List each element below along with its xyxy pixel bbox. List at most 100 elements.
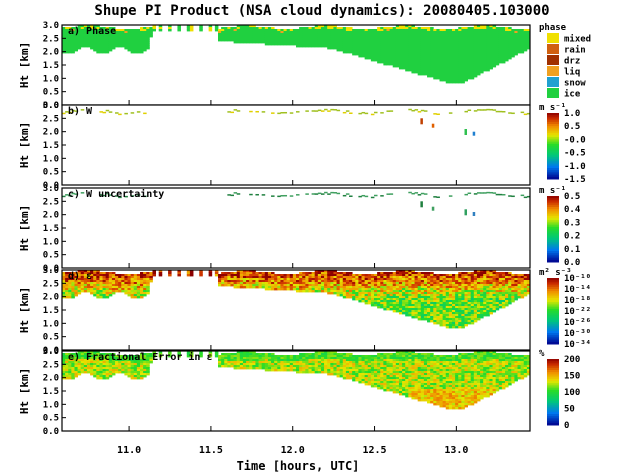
phase-cell	[464, 35, 468, 38]
phase-cell	[473, 63, 478, 66]
phase-cell	[74, 27, 78, 30]
phase-cell	[330, 31, 334, 34]
phase-cell	[461, 31, 465, 34]
phase-cell	[127, 49, 132, 52]
eps-cell	[392, 308, 397, 311]
w_unc-cell	[108, 194, 113, 196]
err-cell	[305, 353, 309, 356]
w_unc-cell	[80, 192, 85, 194]
phase-cell	[333, 37, 337, 40]
phase-cell	[467, 37, 472, 40]
eps-cell	[402, 286, 406, 289]
phase-cell	[86, 27, 91, 30]
phase-cell	[420, 57, 425, 60]
eps-cell	[445, 286, 450, 289]
eps-cell	[386, 282, 390, 285]
phase-cell	[423, 37, 428, 40]
eps-cell	[480, 298, 484, 301]
w-cell	[408, 108, 412, 111]
eps-cell	[380, 290, 384, 293]
colorbar-step	[547, 278, 559, 281]
err-cell	[336, 375, 341, 378]
eps-cell	[514, 280, 518, 283]
phase-cell	[505, 51, 509, 54]
phase-cell	[314, 35, 319, 38]
err-cell	[118, 367, 122, 370]
eps-cell	[65, 294, 69, 297]
eps-cell	[358, 288, 362, 291]
err-cell	[305, 371, 309, 374]
eps-cell	[386, 272, 390, 275]
eps-cell	[476, 312, 481, 315]
eps-cell	[417, 306, 422, 309]
phase-cell	[448, 37, 453, 40]
eps-cell	[364, 296, 369, 299]
phase-cell	[420, 73, 425, 76]
phase-cell	[408, 43, 412, 46]
phase-cell	[427, 39, 431, 42]
eps-cell	[398, 310, 403, 313]
eps-cell	[508, 284, 512, 287]
eps-cell	[355, 290, 359, 293]
eps-cell	[370, 276, 375, 279]
eps-cell	[486, 300, 490, 303]
phase-cell	[461, 81, 465, 84]
err-cell	[105, 353, 110, 356]
w_unc-cell	[330, 191, 334, 194]
eps-cell	[486, 276, 490, 279]
eps-cell	[523, 276, 528, 279]
err-cell	[324, 357, 328, 360]
phase-cell	[143, 37, 147, 40]
eps-cell	[133, 294, 138, 297]
err-cell	[286, 355, 291, 358]
phase-cell	[408, 35, 412, 38]
err-cell	[280, 359, 284, 362]
err-cell	[330, 363, 334, 366]
eps-cell	[83, 272, 88, 275]
eps-cell	[392, 286, 397, 289]
phase-cell	[355, 41, 359, 44]
eps-cell	[455, 324, 459, 327]
eps-cell	[218, 278, 222, 281]
eps-cell	[68, 276, 72, 279]
err-cell	[264, 369, 269, 372]
eps-cell	[65, 292, 69, 295]
phase-cell	[189, 27, 194, 30]
eps-cell	[420, 296, 425, 299]
eps-cell	[74, 276, 78, 279]
eps-cell	[342, 276, 347, 279]
phase-cell	[439, 77, 444, 80]
eps-cell	[405, 310, 409, 313]
phase-cell	[452, 61, 456, 64]
eps-cell	[327, 286, 331, 289]
err-cell	[249, 359, 253, 362]
phase-cell	[327, 25, 331, 28]
eps-cell	[486, 280, 490, 283]
err-cell	[249, 353, 253, 356]
err-cell	[296, 357, 300, 360]
eps-cell	[486, 308, 490, 311]
eps-cell	[436, 280, 440, 283]
eps-cell	[133, 296, 138, 299]
phase-cell	[445, 81, 450, 84]
eps-cell	[380, 276, 384, 279]
eps-cell	[464, 284, 468, 287]
eps-cell	[130, 286, 135, 289]
eps-cell	[470, 308, 475, 311]
eps-cell	[495, 292, 500, 295]
eps-cell	[99, 276, 103, 279]
eps-cell	[74, 272, 78, 275]
phase-cell	[349, 51, 353, 54]
err-cell	[246, 367, 250, 370]
phase-cell	[442, 71, 447, 74]
err-cell	[177, 355, 181, 358]
err-cell	[246, 353, 250, 356]
eps-cell	[439, 284, 444, 287]
phase-cell	[480, 37, 484, 40]
err-cell	[239, 365, 244, 368]
err-cell	[71, 365, 75, 368]
phase-cell	[296, 37, 300, 40]
phase-cell	[461, 73, 465, 76]
phase-cell	[327, 33, 331, 36]
phase-cell	[495, 59, 500, 62]
